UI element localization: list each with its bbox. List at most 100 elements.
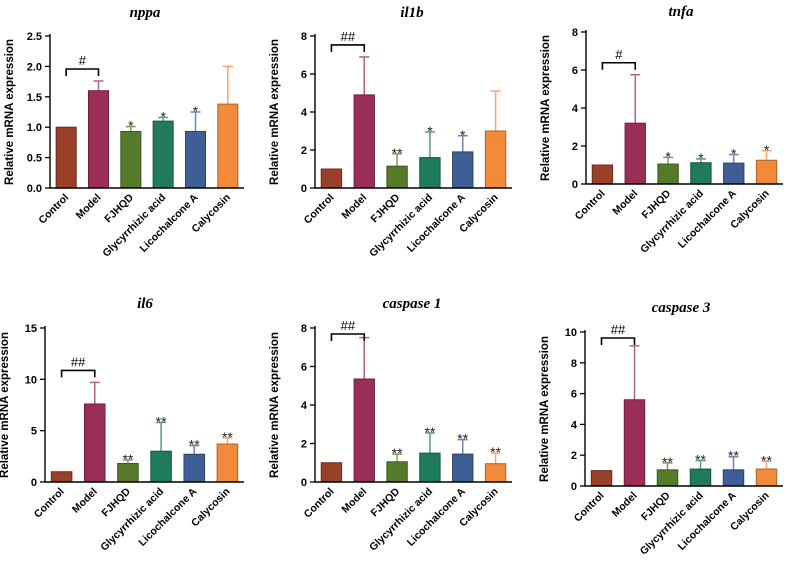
chart-il6-bar — [50, 471, 73, 483]
chart-caspase-1-category-label: Licochalcone A — [405, 485, 468, 548]
chart-tnfa: tnfa Relative mRNA expression 0 2 4 6 8 Control… — [540, 4, 783, 256]
chart-tnfa-ylabel: Relative mRNA expression — [540, 35, 552, 181]
chart-tnfa-bracket — [601, 61, 637, 70]
chart-nppa-ytick-label: 0.5 — [27, 153, 42, 165]
chart-caspase-3-title: caspase 3 — [652, 300, 711, 316]
chart-il1b-ytick-label: 2 — [301, 145, 307, 157]
chart-il1b-bar — [419, 157, 441, 189]
chart-caspase-1-ytick-label: 2 — [301, 439, 307, 451]
chart-tnfa-bracket-label: # — [615, 47, 623, 62]
chart-il1b-category-label: Model — [339, 192, 369, 222]
chart-caspase-3-bar — [656, 469, 679, 487]
chart-il6-category-label: Model — [70, 486, 100, 516]
chart-caspase-1-bar — [419, 452, 441, 483]
chart-il6-ylabel: Relative mRNA expression — [0, 332, 11, 478]
chart-tnfa-significance: * — [731, 146, 737, 162]
chart-il6-category-label: Licochalcone A — [136, 485, 199, 548]
chart-nppa-significance: * — [193, 103, 199, 119]
chart-caspase-3-significance: ** — [695, 452, 706, 468]
chart-tnfa-category-label: Control — [573, 188, 608, 223]
chart-nppa-bar — [87, 90, 110, 189]
chart-tnfa-ytick-label: 6 — [572, 65, 578, 77]
chart-il6-bar — [83, 403, 106, 483]
chart-caspase-3: caspase 3 Relative mRNA expression 0 2 4 6 8 10… — [539, 300, 783, 558]
chart-nppa-bracket — [65, 68, 100, 76]
chart-nppa-category-label: Licochalcone A — [138, 191, 201, 254]
chart-caspase-3-ytick-label: 8 — [571, 358, 577, 370]
chart-nppa-category-label: Control — [36, 192, 71, 227]
chart-nppa: nppa Relative mRNA expression 0.0 0.5 1.0 1.5… — [4, 5, 244, 260]
chart-il1b-bar — [353, 94, 375, 189]
chart-il6-ytick-label: 10 — [25, 374, 37, 386]
chart-il1b-ylabel: Relative mRNA expression — [269, 39, 281, 185]
chart-il6-bar — [150, 450, 172, 483]
chart-caspase-1-title: caspase 1 — [383, 296, 442, 312]
chart-nppa-ylabel: Relative mRNA expression — [4, 39, 16, 185]
chart-caspase-1-ytick-label: 8 — [301, 323, 307, 335]
chart-caspase-3-ytick-label: 2 — [571, 450, 577, 462]
chart-il6-ytick-label: 15 — [25, 323, 37, 335]
chart-caspase-1-bar — [484, 463, 507, 483]
chart-nppa-bar — [184, 130, 207, 189]
chart-caspase-3-category-label: Model — [610, 490, 640, 520]
chart-caspase-1-significance: ** — [457, 431, 468, 447]
chart-il6-bracket — [60, 369, 96, 378]
chart-nppa-ytick-label: 2.0 — [27, 61, 42, 73]
chart-tnfa-bar — [591, 164, 614, 185]
chart-nppa-bar — [152, 120, 174, 189]
chart-caspase-1-ytick-label: 0 — [301, 477, 307, 489]
chart-caspase-1-category-label: Control — [302, 486, 337, 521]
chart-nppa-category-label: Model — [74, 192, 104, 222]
chart-caspase-1-bar — [353, 378, 375, 483]
chart-il6-significance: ** — [156, 413, 167, 429]
chart-caspase-3-bar — [590, 470, 613, 487]
chart-il1b-ytick-label: 4 — [301, 107, 308, 119]
chart-caspase-1-category-label: Model — [339, 486, 369, 516]
chart-il6-category-label: Control — [32, 486, 67, 521]
chart-il1b-significance: ** — [392, 145, 403, 161]
chart-il6-significance: ** — [222, 429, 233, 445]
chart-caspase-3-ytick-label: 10 — [565, 327, 577, 339]
chart-caspase-1: caspase 1 Relative mRNA expression 0 2 4 6 8 Co… — [269, 296, 512, 554]
chart-il6-ytick-label: 0 — [31, 477, 37, 489]
chart-il1b: il1b Relative mRNA expression 0 2 4 6 8 Control… — [269, 5, 512, 260]
chart-caspase-1-bracket — [330, 333, 366, 341]
chart-il6-significance: ** — [122, 451, 133, 467]
chart-caspase-3-bar — [623, 399, 646, 487]
chart-il1b-bar — [484, 130, 507, 189]
chart-caspase-3-bar — [755, 468, 778, 487]
chart-il6-bracket-label: ## — [71, 354, 86, 369]
chart-caspase-3-ytick-label: 6 — [571, 389, 577, 401]
chart-tnfa-bar — [755, 159, 778, 185]
chart-caspase-1-significance: ** — [424, 424, 435, 440]
chart-caspase-1-bracket-label: ## — [341, 318, 356, 333]
chart-caspase-3-category-label: Control — [572, 490, 607, 525]
chart-caspase-3-ytick-label: 4 — [571, 419, 578, 431]
chart-caspase-3-bar — [689, 468, 712, 487]
chart-il1b-category-label: Control — [302, 192, 337, 227]
chart-caspase-3-bar — [722, 469, 745, 487]
chart-tnfa-title: tnfa — [668, 4, 694, 20]
chart-caspase-3-significance: ** — [662, 454, 673, 470]
chart-nppa-bar — [217, 103, 239, 189]
chart-caspase-1-significance: ** — [392, 445, 403, 461]
chart-il1b-significance: * — [460, 127, 466, 143]
chart-nppa-ytick-label: 1.0 — [27, 122, 42, 134]
chart-tnfa-ytick-label: 0 — [572, 179, 578, 191]
chart-il6-bar — [183, 453, 206, 483]
chart-il1b-category-label: Licochalcone A — [405, 191, 468, 254]
chart-il1b-bar — [386, 165, 408, 189]
chart-caspase-3-significance: ** — [761, 452, 772, 468]
chart-tnfa-significance: * — [764, 142, 770, 158]
chart-tnfa-bar — [657, 163, 679, 185]
chart-nppa-significance: * — [160, 108, 166, 124]
chart-il1b-ytick-label: 8 — [301, 31, 307, 43]
chart-tnfa-significance: * — [665, 148, 671, 164]
chart-caspase-1-ylabel: Relative mRNA expression — [269, 332, 281, 478]
chart-il1b-bar — [452, 151, 474, 189]
chart-caspase-3-bracket-label: ## — [611, 322, 626, 337]
chart-tnfa-category-label: Model — [610, 188, 640, 218]
chart-il1b-ytick-label: 6 — [301, 69, 307, 81]
chart-caspase-3-ylabel: Relative mRNA expression — [539, 336, 551, 482]
